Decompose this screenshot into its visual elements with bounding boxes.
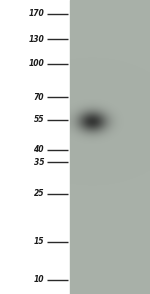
Text: 15: 15	[33, 238, 44, 246]
Bar	[70, 0, 150, 294]
Text: 40: 40	[33, 145, 44, 154]
Text: 130: 130	[28, 35, 44, 44]
Text: 100: 100	[28, 59, 44, 68]
Text: 55: 55	[33, 116, 44, 124]
Text: 170: 170	[28, 9, 44, 19]
Text: 70: 70	[33, 93, 44, 102]
Text: 25: 25	[33, 189, 44, 198]
Text: 10: 10	[33, 275, 44, 285]
Text: 35: 35	[33, 158, 44, 167]
Bar	[0, 0, 70, 294]
